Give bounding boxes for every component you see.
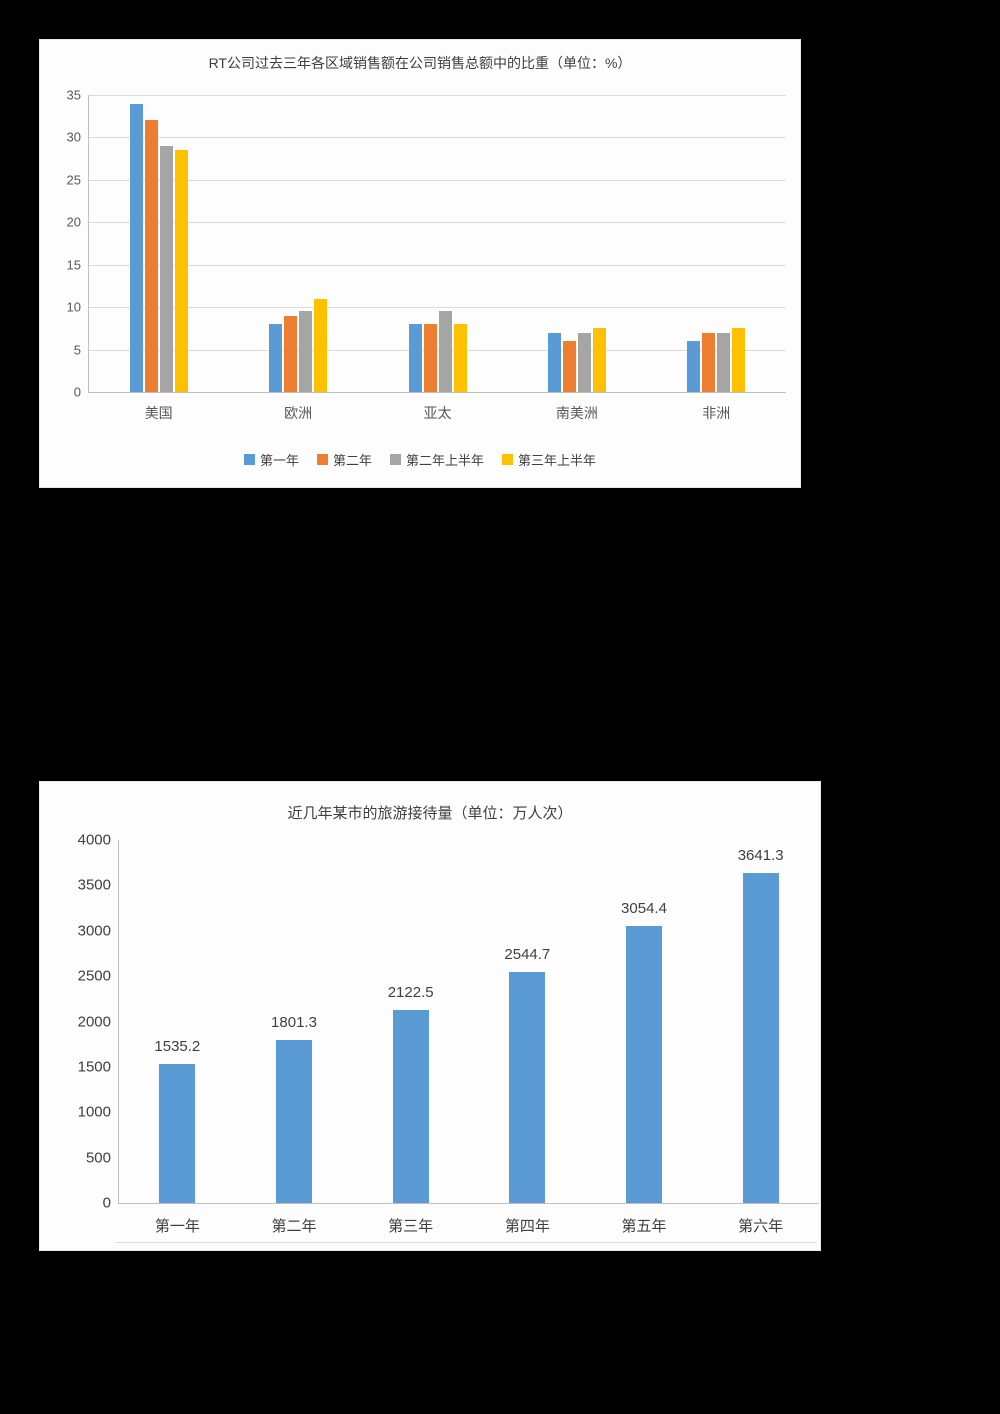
bar-value-label: 3054.4 bbox=[621, 899, 667, 917]
y-axis-tick-label: 25 bbox=[66, 172, 81, 188]
x-axis-category-label: 非洲 bbox=[702, 405, 731, 421]
bar-value-label: 2544.7 bbox=[504, 946, 551, 964]
chart2-bottom-frame-line bbox=[115, 1242, 817, 1243]
legend-swatch bbox=[502, 454, 514, 465]
x-axis-category-label: 亚太 bbox=[423, 405, 452, 421]
legend-label: 第一年 bbox=[259, 453, 299, 468]
gridline bbox=[89, 137, 786, 139]
gridline bbox=[89, 349, 786, 351]
legend-item-第三年上半年: 第三年上半年 bbox=[502, 450, 596, 469]
x-axis-category-label: 第二年 bbox=[271, 1218, 317, 1235]
y-axis-tick-label: 3000 bbox=[77, 922, 111, 940]
bar-第二年-亚太 bbox=[423, 324, 437, 392]
legend-item-第二年: 第二年 bbox=[316, 450, 372, 469]
legend-swatch bbox=[243, 454, 255, 465]
chart-panel-tourism: 近几年某市的旅游接待量（单位：万人次） 0 500 1000 1500 2000 2500… bbox=[40, 782, 820, 1250]
bar-第四年 bbox=[509, 972, 546, 1203]
legend-label: 第二年 bbox=[332, 453, 372, 468]
x-axis-category-label: 欧洲 bbox=[284, 405, 313, 421]
bar-value-label: 1535.2 bbox=[154, 1037, 201, 1055]
chart2-plot-area: 0 500 1000 1500 2000 2500 3000 3500 4000 第一年 1535.… bbox=[78, 832, 819, 1235]
bar-第一年-南美洲 bbox=[547, 332, 561, 392]
bar-value-label: 1801.3 bbox=[271, 1013, 317, 1031]
y-axis-tick-label: 1000 bbox=[77, 1103, 111, 1121]
y-axis-tick-label: 0 bbox=[73, 384, 81, 400]
bar-第一年-美国 bbox=[129, 103, 143, 392]
y-axis-tick-label: 4000 bbox=[77, 831, 111, 849]
bar-第一年-亚太 bbox=[408, 324, 422, 392]
bar-第五年 bbox=[626, 925, 662, 1203]
bar-第三年上半年-南美洲 bbox=[592, 328, 606, 392]
chart1-plot-area: 0 5 10 15 20 25 30 35 美国 欧洲 亚太 南美洲 非洲 bbox=[67, 88, 786, 421]
legend-label: 第二年上半年 bbox=[406, 453, 485, 468]
gridline bbox=[89, 95, 786, 96]
y-axis-tick-label: 0 bbox=[102, 1194, 111, 1212]
bar-value-label: 3641.3 bbox=[737, 846, 784, 864]
y-axis-tick-label: 2000 bbox=[77, 1013, 111, 1030]
bar-第二年-南美洲 bbox=[562, 341, 576, 392]
legend-label: 第三年上半年 bbox=[518, 453, 597, 468]
bar-第二年上半年-非洲 bbox=[717, 332, 731, 392]
legend-swatch bbox=[390, 454, 401, 465]
x-axis-category-label: 南美洲 bbox=[555, 405, 598, 421]
gridline bbox=[89, 179, 786, 181]
x-axis-category-label: 第四年 bbox=[504, 1218, 550, 1235]
y-axis-tick-label: 30 bbox=[66, 129, 81, 145]
x-axis-category-label: 第一年 bbox=[154, 1218, 200, 1235]
legend-item-第二年上半年: 第二年上半年 bbox=[390, 450, 484, 469]
y-axis-tick-label: 15 bbox=[66, 257, 81, 273]
bar-第二年上半年-美国 bbox=[159, 145, 173, 392]
bar-第二年上半年-南美洲 bbox=[577, 332, 591, 392]
bar-第一年 bbox=[159, 1063, 196, 1203]
bar-第二年-美国 bbox=[144, 120, 158, 392]
bar-第二年上半年-亚太 bbox=[438, 311, 452, 392]
y-axis-tick-label: 10 bbox=[66, 299, 81, 315]
x-axis-category-label: 第三年 bbox=[388, 1218, 434, 1235]
bar-第三年上半年-欧洲 bbox=[314, 298, 328, 392]
chart-panel-regional-sales: RT公司过去三年各区域销售额在公司销售总额中的比重（单位：%） 0 5 10 15 20… bbox=[40, 40, 800, 487]
legend-item-第一年: 第一年 bbox=[243, 450, 299, 469]
gridline bbox=[89, 307, 786, 309]
bar-第三年上半年-亚太 bbox=[453, 324, 467, 392]
bar-第一年-非洲 bbox=[687, 341, 701, 392]
gridline bbox=[89, 222, 786, 224]
y-axis-tick-label: 1500 bbox=[77, 1058, 111, 1076]
chart1-title: RT公司过去三年各区域销售额在公司销售总额中的比重（单位：%） bbox=[208, 55, 632, 71]
legend-swatch bbox=[316, 454, 328, 465]
bar-第三年上半年-美国 bbox=[174, 150, 188, 392]
x-axis-category-label: 第五年 bbox=[621, 1218, 667, 1235]
bar-第三年上半年-非洲 bbox=[732, 328, 746, 392]
bar-第二年-非洲 bbox=[702, 332, 716, 392]
y-axis-tick-label: 500 bbox=[85, 1149, 111, 1167]
chart1-legend: 第一年 第二年 第二年上半年 第三年上半年 bbox=[40, 450, 800, 469]
bar-第六年 bbox=[742, 872, 779, 1203]
bar-value-label: 2122.5 bbox=[387, 984, 434, 1002]
bar-第二年 bbox=[276, 1039, 312, 1203]
x-axis-category-label: 美国 bbox=[144, 405, 173, 421]
chart2-title: 近几年某市的旅游接待量（单位：万人次） bbox=[287, 805, 573, 822]
bar-第二年上半年-欧洲 bbox=[299, 311, 313, 392]
y-axis-tick-label: 35 bbox=[66, 87, 81, 103]
bar-第三年 bbox=[392, 1010, 429, 1203]
bar-第一年-欧洲 bbox=[269, 324, 283, 392]
bar-第二年-欧洲 bbox=[284, 315, 298, 392]
y-axis-tick-label: 20 bbox=[66, 214, 81, 230]
y-axis-tick-label: 5 bbox=[73, 342, 81, 358]
y-axis-tick-label: 3500 bbox=[77, 876, 111, 894]
gridline bbox=[89, 264, 786, 266]
y-axis-tick-label: 2500 bbox=[77, 967, 111, 985]
x-axis-category-label: 第六年 bbox=[738, 1218, 784, 1235]
